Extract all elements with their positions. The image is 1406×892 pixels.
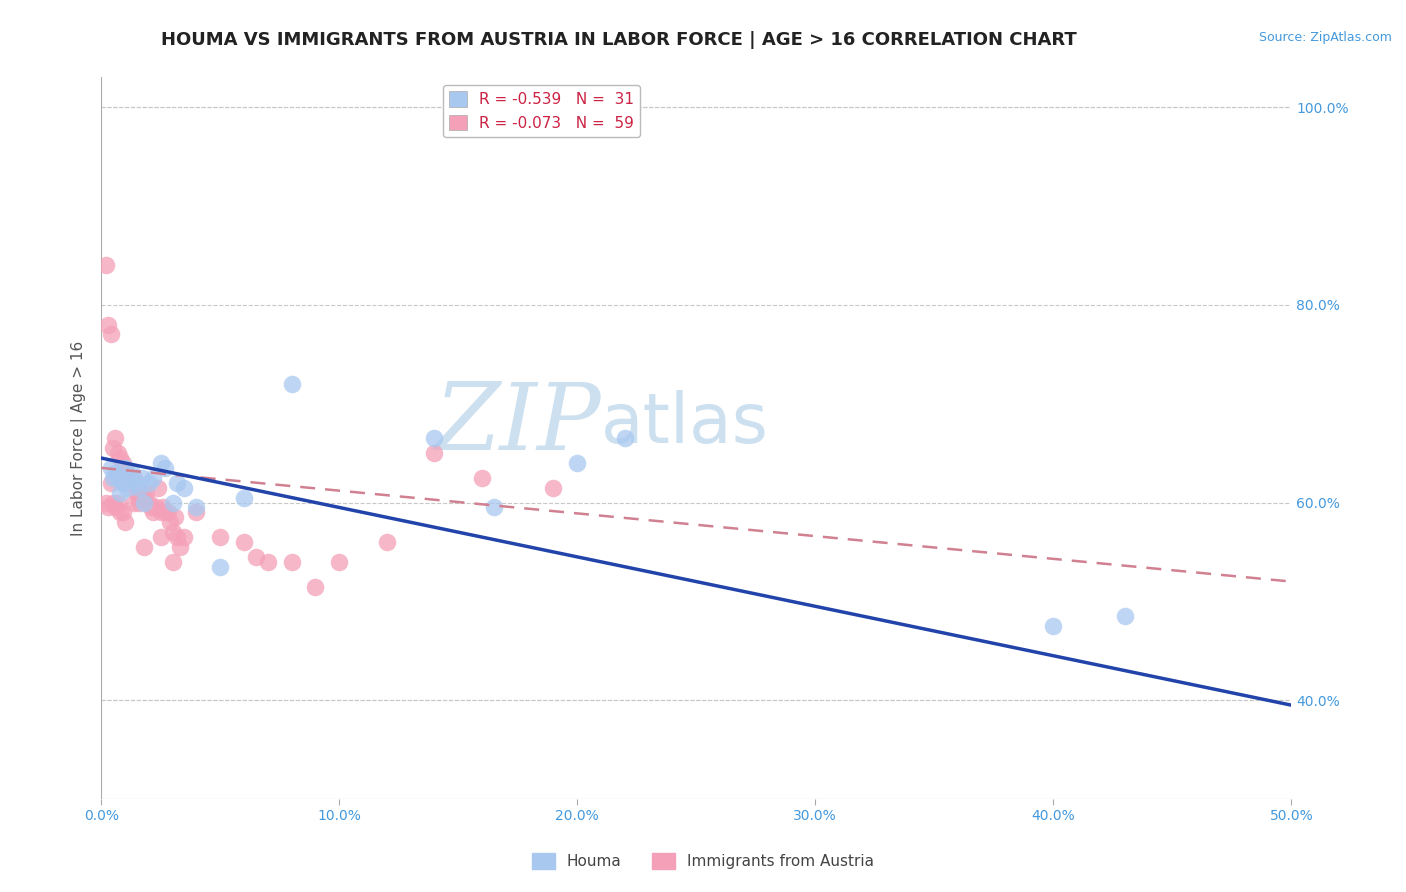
Point <box>139 500 162 515</box>
Point <box>111 456 134 470</box>
Point <box>148 481 170 495</box>
Point <box>155 461 177 475</box>
Point <box>114 461 136 475</box>
Point <box>173 530 195 544</box>
Point <box>101 471 124 485</box>
Point <box>104 500 127 515</box>
Point <box>233 535 256 549</box>
Point <box>613 431 636 445</box>
Point <box>132 540 155 554</box>
Point <box>114 466 136 480</box>
Point <box>100 475 122 490</box>
Point <box>149 530 172 544</box>
Point <box>138 495 160 509</box>
Point <box>155 505 177 519</box>
Point <box>117 471 139 485</box>
Point <box>142 505 165 519</box>
Point <box>108 450 131 465</box>
Point <box>209 559 232 574</box>
Point <box>132 491 155 505</box>
Point <box>482 500 505 515</box>
Point <box>107 471 129 485</box>
Point <box>173 481 195 495</box>
Point <box>567 456 589 470</box>
Legend: R = -0.539   N =  31, R = -0.073   N =  59: R = -0.539 N = 31, R = -0.073 N = 59 <box>443 85 640 136</box>
Point <box>543 481 565 495</box>
Point <box>471 471 494 485</box>
Point <box>111 505 134 519</box>
Point <box>125 475 148 490</box>
Point <box>107 495 129 509</box>
Point <box>142 471 165 485</box>
Text: atlas: atlas <box>600 391 769 458</box>
Point <box>121 471 143 485</box>
Text: ZIP: ZIP <box>434 379 600 469</box>
Point <box>128 495 150 509</box>
Point <box>128 481 150 495</box>
Point <box>145 500 167 515</box>
Legend: Houma, Immigrants from Austria: Houma, Immigrants from Austria <box>526 847 880 875</box>
Point <box>280 555 302 569</box>
Point <box>152 500 174 515</box>
Point <box>169 540 191 554</box>
Point <box>162 525 184 540</box>
Point <box>121 466 143 480</box>
Point <box>104 466 127 480</box>
Point <box>163 510 186 524</box>
Point <box>135 485 157 500</box>
Point <box>131 485 153 500</box>
Point <box>124 495 146 509</box>
Point <box>166 530 188 544</box>
Point <box>100 327 122 342</box>
Point <box>97 318 120 332</box>
Point <box>101 441 124 455</box>
Point <box>132 495 155 509</box>
Point <box>186 505 208 519</box>
Point <box>159 516 181 530</box>
Point <box>280 376 302 391</box>
Point <box>304 580 326 594</box>
Y-axis label: In Labor Force | Age > 16: In Labor Force | Age > 16 <box>72 341 87 536</box>
Point <box>162 555 184 569</box>
Point <box>125 485 148 500</box>
Point <box>233 491 256 505</box>
Point <box>245 549 267 564</box>
Text: Source: ZipAtlas.com: Source: ZipAtlas.com <box>1258 31 1392 45</box>
Point <box>156 505 179 519</box>
Point <box>118 475 141 490</box>
Point <box>97 500 120 515</box>
Point <box>328 555 350 569</box>
Point <box>94 495 117 509</box>
Point <box>108 485 131 500</box>
Point <box>124 471 146 485</box>
Point <box>117 481 139 495</box>
Point <box>186 500 208 515</box>
Point <box>131 471 153 485</box>
Point <box>138 475 160 490</box>
Point <box>1042 619 1064 633</box>
Point <box>111 475 134 490</box>
Point <box>423 446 446 460</box>
Point <box>423 431 446 445</box>
Point <box>118 471 141 485</box>
Point <box>107 446 129 460</box>
Point <box>149 505 172 519</box>
Point <box>100 461 122 475</box>
Point <box>101 495 124 509</box>
Point <box>256 555 278 569</box>
Point <box>149 456 172 470</box>
Point <box>1114 609 1136 624</box>
Point <box>108 505 131 519</box>
Point <box>162 495 184 509</box>
Text: HOUMA VS IMMIGRANTS FROM AUSTRIA IN LABOR FORCE | AGE > 16 CORRELATION CHART: HOUMA VS IMMIGRANTS FROM AUSTRIA IN LABO… <box>160 31 1077 49</box>
Point <box>114 516 136 530</box>
Point <box>104 431 127 445</box>
Point <box>209 530 232 544</box>
Point <box>166 475 188 490</box>
Point <box>94 258 117 272</box>
Point <box>128 491 150 505</box>
Point <box>375 535 398 549</box>
